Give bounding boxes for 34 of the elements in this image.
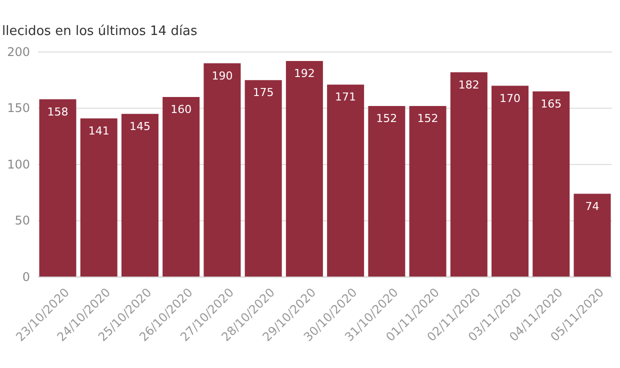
bar xyxy=(532,91,570,277)
bar xyxy=(80,118,118,277)
data-label: 165 xyxy=(540,97,562,110)
data-label: 182 xyxy=(458,78,480,92)
data-label: 152 xyxy=(417,112,438,125)
data-label: 170 xyxy=(500,92,521,105)
y-tick-label: 100 xyxy=(7,157,30,172)
data-label: 141 xyxy=(88,124,110,138)
data-label: 145 xyxy=(129,120,150,133)
bar xyxy=(121,114,158,277)
data-label: 171 xyxy=(335,90,356,104)
bar xyxy=(450,72,488,277)
bar xyxy=(368,106,406,277)
chart-title: llecidos en los últimos 14 días xyxy=(2,24,198,39)
bar xyxy=(244,80,282,277)
bar xyxy=(574,194,611,277)
data-label: 152 xyxy=(376,112,398,125)
data-label: 175 xyxy=(252,86,274,100)
bar xyxy=(39,99,76,277)
y-tick-label: 50 xyxy=(14,214,30,228)
data-label: 158 xyxy=(47,105,68,118)
bar xyxy=(409,106,446,277)
data-label: 160 xyxy=(170,103,192,116)
bar xyxy=(204,63,241,277)
bar xyxy=(492,86,529,277)
bar xyxy=(286,61,323,277)
data-label: 190 xyxy=(212,69,233,82)
bar xyxy=(162,97,200,277)
y-tick-label: 0 xyxy=(22,270,30,284)
bar xyxy=(327,84,364,277)
data-label: 192 xyxy=(294,67,315,80)
y-tick-label: 150 xyxy=(7,101,30,116)
data-label: 74 xyxy=(585,200,600,213)
y-tick-label: 200 xyxy=(7,44,30,59)
